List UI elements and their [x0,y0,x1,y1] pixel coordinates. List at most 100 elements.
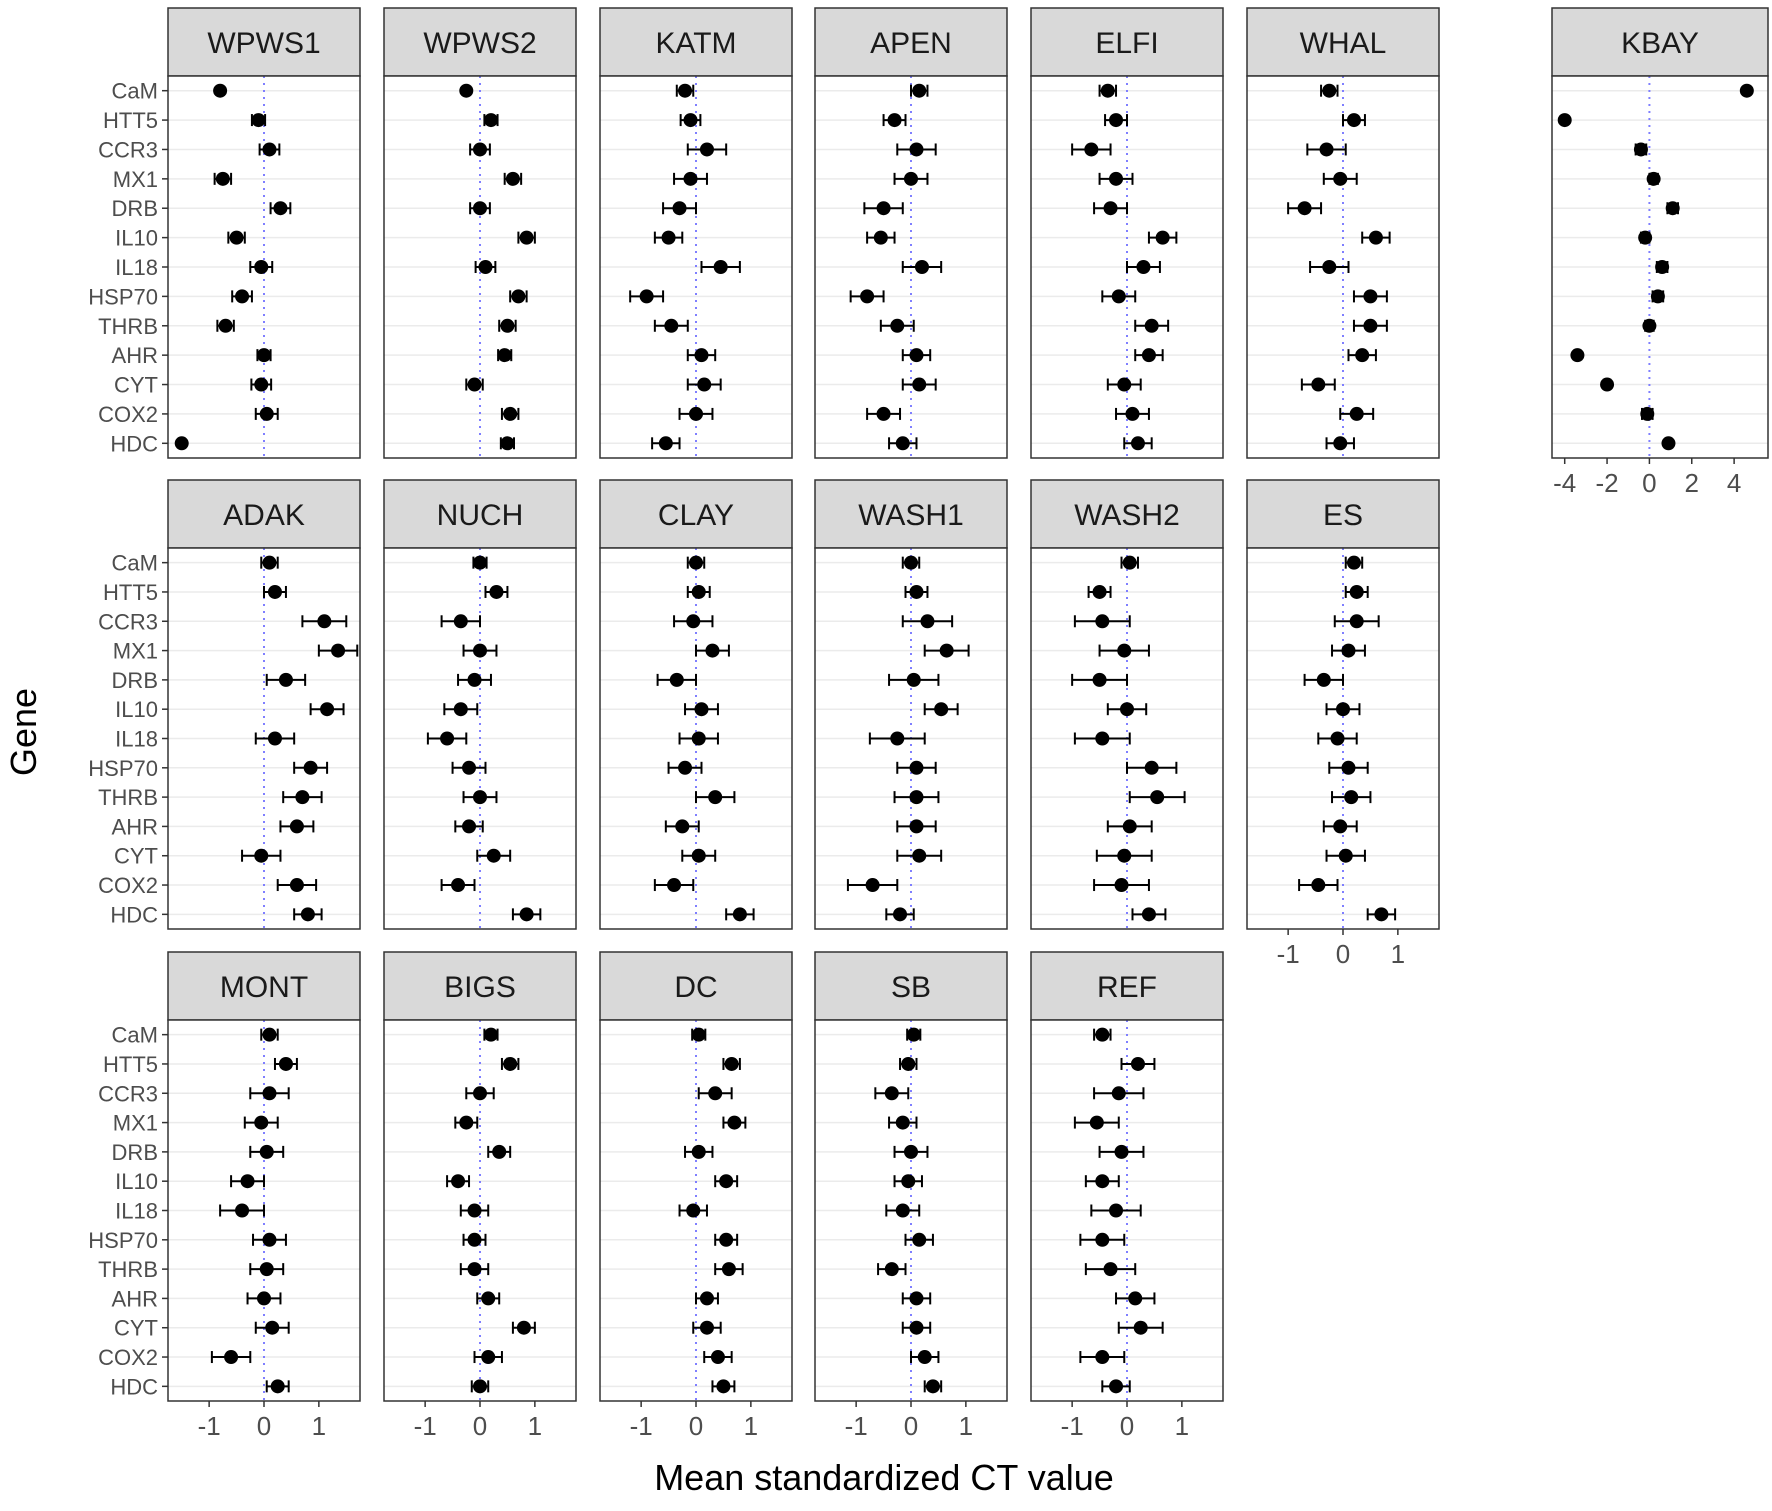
data-point-hsp70 [1095,1232,1110,1247]
data-point-htt5 [503,1056,518,1071]
strip-label: APEN [870,27,952,60]
data-point-il10 [934,702,949,717]
data-point-drb [1297,201,1312,216]
strip-background [1030,479,1224,549]
data-point-cox2 [224,1350,239,1365]
data-point-htt5 [483,113,498,128]
data-point-il10 [519,230,534,245]
data-point-il18 [1136,260,1151,274]
data-point-htt5 [251,113,266,128]
data-point-cam [1122,555,1137,570]
data-point-cyt [1117,848,1132,863]
data-point-mx1 [254,1115,269,1130]
data-point-drb [473,201,487,216]
data-point-il18 [440,731,455,746]
gene-label: COX2 [98,873,158,898]
data-point-htt5 [1349,584,1364,599]
strip-background [167,479,361,549]
panel-adak: ADAK CaM HTT5 CCR3 MX1 DRB IL10 IL18 HSP70 THRB AH… [88,479,361,930]
data-point-cam [906,1027,921,1042]
data-point-hsp70 [1341,760,1356,775]
data-point-mx1 [459,1115,474,1130]
data-point-hsp70 [678,760,693,775]
strip-background [814,479,1008,549]
strip-background [167,7,361,77]
data-point-ccr3 [708,1086,723,1101]
x-tick-label: 0 [473,1411,487,1441]
gene-label: THRB [98,785,158,810]
x-tick-label: 4 [1727,468,1741,498]
data-point-thrb [890,318,905,333]
x-tick-label: 0 [1642,468,1656,498]
data-point-drb [1316,672,1331,687]
data-point-ahr [675,819,690,834]
data-point-hdc [716,1379,731,1394]
data-point-cox2 [917,1350,932,1365]
data-point-drb [1665,201,1680,216]
data-point-cam [1346,555,1361,570]
data-point-hsp70 [262,1232,277,1247]
data-point-hdc [732,907,747,922]
data-point-cam [912,83,927,98]
strip-background [1551,7,1769,77]
gene-label: HSP70 [88,284,158,309]
strip-label: KATM [655,27,736,60]
gene-label: MX1 [113,167,158,192]
data-point-thrb [473,790,487,805]
data-point-cam [483,1027,498,1042]
data-point-thrb [1150,790,1165,805]
data-point-cox2 [667,878,682,893]
data-point-hdc [300,907,315,922]
strip-label: BIGS [444,971,516,1004]
gene-label: MX1 [113,639,158,664]
x-tick-label: -1 [198,1411,221,1441]
data-point-ahr [909,348,924,363]
data-point-htt5 [1346,113,1361,128]
data-point-cyt [254,848,269,863]
data-point-ahr [1141,348,1156,363]
strip-label: ES [1323,499,1363,532]
gene-label: IL10 [115,226,158,251]
data-point-il10 [1095,1174,1110,1189]
data-point-htt5 [1109,113,1124,128]
data-point-cyt [912,848,927,863]
data-point-hsp70 [235,289,250,304]
data-point-hsp70 [1144,760,1159,775]
data-point-cyt [1600,377,1615,392]
data-point-drb [906,672,921,687]
x-tick-label: -1 [630,1411,653,1441]
data-point-cyt [467,377,482,392]
gene-label: DRB [112,1140,158,1165]
strip-label: ELFI [1095,27,1158,60]
data-point-mx1 [895,1115,910,1130]
data-point-cam [1095,1027,1110,1042]
data-point-cam [1100,83,1115,98]
strip-background [1030,7,1224,77]
x-tick-label: -1 [1061,1411,1084,1441]
data-point-ccr3 [453,614,468,629]
data-point-htt5 [901,1056,916,1071]
data-point-il10 [901,1174,916,1189]
data-point-cox2 [259,406,274,421]
data-point-mx1 [1341,643,1356,658]
data-point-ccr3 [262,1086,277,1101]
gene-label: DRB [112,196,158,221]
x-tick-label: -1 [414,1411,437,1441]
strip-label: ADAK [223,499,305,532]
data-point-cox2 [481,1350,496,1365]
data-point-hdc [658,436,673,451]
data-point-cam [473,555,487,570]
data-point-hdc [1141,907,1156,922]
gene-label: THRB [98,314,158,339]
x-tick-label: 1 [312,1411,326,1441]
data-point-thrb [664,318,679,333]
data-point-hsp70 [1363,289,1378,304]
panel-wash1: WASH1 [814,479,1008,930]
x-tick-label: 1 [528,1411,542,1441]
data-point-cyt [697,377,712,392]
data-point-hsp70 [639,289,654,304]
strip-label: SB [891,971,931,1004]
data-point-mx1 [939,643,954,658]
data-point-htt5 [489,584,504,599]
